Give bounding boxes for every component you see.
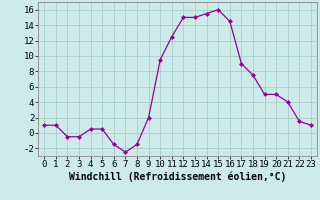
X-axis label: Windchill (Refroidissement éolien,°C): Windchill (Refroidissement éolien,°C) [69,172,286,182]
